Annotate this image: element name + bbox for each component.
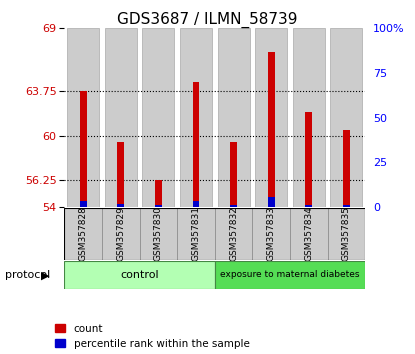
Bar xyxy=(268,197,275,207)
Bar xyxy=(327,208,365,260)
Bar xyxy=(217,28,249,207)
Bar xyxy=(193,201,199,207)
Text: protocol: protocol xyxy=(5,270,50,280)
Bar xyxy=(305,112,312,207)
Bar xyxy=(215,208,252,260)
Text: GSM357834: GSM357834 xyxy=(304,206,313,262)
Bar xyxy=(155,205,162,207)
Bar xyxy=(142,28,174,207)
Bar xyxy=(117,142,124,207)
Text: GSM357828: GSM357828 xyxy=(78,206,88,262)
Text: GSM357835: GSM357835 xyxy=(342,206,351,262)
Text: GSM357831: GSM357831 xyxy=(191,206,200,262)
Bar xyxy=(105,28,137,207)
Text: exposure to maternal diabetes: exposure to maternal diabetes xyxy=(220,270,360,279)
Text: control: control xyxy=(120,270,159,280)
Bar xyxy=(64,261,215,289)
Text: GSM357832: GSM357832 xyxy=(229,206,238,262)
Text: GSM357830: GSM357830 xyxy=(154,206,163,262)
Text: GSM357833: GSM357833 xyxy=(267,206,276,262)
Bar xyxy=(290,208,327,260)
Bar xyxy=(80,91,86,207)
Bar xyxy=(180,28,212,207)
Bar xyxy=(117,204,124,207)
Bar xyxy=(177,208,215,260)
Bar xyxy=(305,205,312,207)
Bar xyxy=(343,130,350,207)
Bar xyxy=(64,208,102,260)
Text: GDS3687 / ILMN_58739: GDS3687 / ILMN_58739 xyxy=(117,11,298,28)
Bar xyxy=(343,205,350,207)
Bar xyxy=(293,28,325,207)
Text: GSM357829: GSM357829 xyxy=(116,206,125,262)
Bar xyxy=(139,208,177,260)
Bar xyxy=(255,28,287,207)
Bar xyxy=(155,180,162,207)
Bar xyxy=(230,205,237,207)
Bar xyxy=(330,28,362,207)
Bar xyxy=(252,208,290,260)
Bar xyxy=(268,52,275,207)
Bar xyxy=(215,261,365,289)
Bar xyxy=(80,201,86,207)
Text: ▶: ▶ xyxy=(41,270,49,280)
Bar xyxy=(193,82,199,207)
Bar xyxy=(67,28,99,207)
Legend: count, percentile rank within the sample: count, percentile rank within the sample xyxy=(55,324,250,349)
Bar xyxy=(230,142,237,207)
Bar xyxy=(102,208,139,260)
